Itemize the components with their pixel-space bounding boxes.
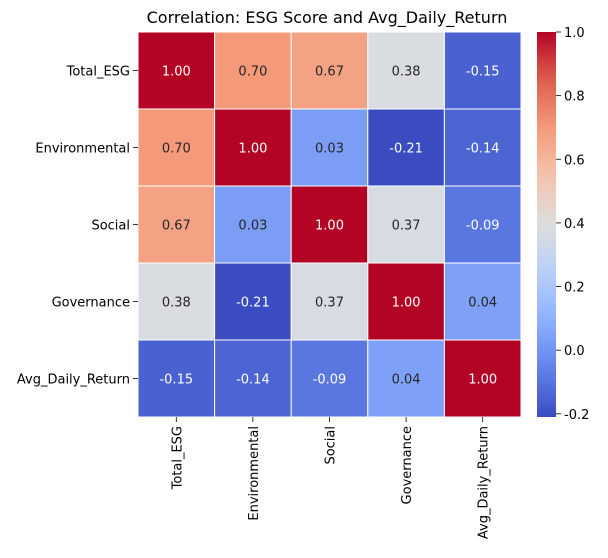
heatmap-cell [137, 31, 216, 110]
heatmap-cell [214, 185, 292, 264]
cell-value-label: 1.00 [392, 296, 421, 311]
colorbar-tick-label: -0.2 [564, 408, 589, 423]
cell-value-label: 0.04 [468, 296, 497, 311]
cell-value-label: -0.09 [313, 373, 347, 388]
cell-value-label: 0.37 [315, 296, 344, 311]
colorbar-tick-label: 0.6 [564, 153, 585, 168]
colorbar-tick-label: 0.4 [564, 217, 585, 232]
heatmap-cell [367, 262, 445, 341]
heatmap-cell [443, 108, 522, 187]
column-tick-label: Avg_Daily_Return [477, 426, 492, 539]
cell-value-label: 1.00 [162, 65, 191, 80]
heatmap-cell [290, 339, 369, 418]
row-tick-label: Total_ESG [66, 65, 130, 80]
cell-value-label: -0.15 [159, 373, 193, 388]
row-tick-label: Social [91, 219, 130, 234]
heatmap-cell [214, 339, 292, 418]
row-tick-label: Avg_Daily_Return [17, 373, 130, 388]
heatmap-cell [214, 31, 292, 110]
column-tick-label: Environmental [247, 426, 262, 521]
heatmap-cell [290, 185, 369, 264]
heatmap-cell [290, 262, 369, 341]
cell-value-label: 1.00 [238, 142, 267, 157]
heatmap-cell [443, 339, 522, 418]
row-tick-labels: Total_ESG Environmental Social Governance Av… [17, 65, 138, 388]
cell-value-label: 1.00 [315, 219, 344, 234]
cell-value-label: -0.09 [466, 219, 500, 234]
heatmap-cell [443, 31, 522, 110]
heatmap-cell [443, 262, 522, 341]
heatmap-cell [290, 31, 369, 110]
chart-title: Correlation: ESG Score and Avg_Daily_Ret… [147, 8, 508, 28]
cell-value-label: -0.15 [466, 65, 500, 80]
cell-value-label: 0.70 [162, 142, 191, 157]
row-tick-label: Governance [52, 296, 130, 311]
heatmap-cell [443, 185, 522, 264]
colorbar-tick-label: 0.8 [564, 90, 585, 105]
heatmap-cell [367, 31, 445, 110]
column-tick-labels: Total_ESG Environmental Social Governance Av… [170, 417, 492, 539]
heatmap-cell [137, 339, 216, 418]
column-tick-label: Governance [400, 426, 415, 504]
heatmap-cell [367, 185, 445, 264]
cell-value-label: 0.70 [238, 65, 267, 80]
colorbar-tick-label: 0.2 [564, 281, 585, 296]
colorbar: 1.0 0.8 0.6 0.4 0.2 0.0 -0.2 [537, 26, 589, 423]
cell-value-label: 0.38 [162, 296, 191, 311]
colorbar-gradient [537, 32, 556, 417]
cell-value-label: 0.67 [315, 65, 344, 80]
heatmap-annotations: 1.00 0.70 0.67 0.38 -0.15 0.70 1.00 0.03 -0.21 -0… [159, 65, 499, 388]
column-tick-label: Total_ESG [170, 426, 185, 490]
cell-value-label: 0.67 [162, 219, 191, 234]
cell-value-label: 0.03 [238, 219, 267, 234]
cell-value-label: 0.04 [392, 373, 421, 388]
heatmap-cell [137, 108, 216, 187]
colorbar-tick-label: 1.0 [564, 26, 585, 41]
cell-value-label: -0.14 [236, 373, 270, 388]
colorbar-tick-label: 0.0 [564, 344, 585, 359]
heatmap-cells [137, 31, 522, 418]
cell-value-label: -0.21 [389, 142, 423, 157]
cell-value-label: 0.38 [392, 65, 421, 80]
cell-value-label: 1.00 [468, 373, 497, 388]
cell-value-label: 0.37 [392, 219, 421, 234]
heatmap-cell [290, 108, 369, 187]
row-tick-label: Environmental [35, 142, 130, 157]
cell-value-label: -0.21 [236, 296, 270, 311]
column-tick-label: Social [324, 426, 339, 465]
cell-value-label: -0.14 [466, 142, 500, 157]
heatmap-cell [214, 262, 292, 341]
cell-value-label: 0.03 [315, 142, 344, 157]
